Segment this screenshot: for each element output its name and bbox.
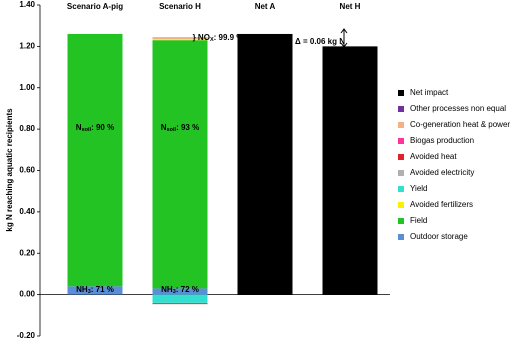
bar-segment xyxy=(152,39,208,41)
annotation-sub: X xyxy=(210,37,214,43)
annotation: Nsoil: 90 % xyxy=(76,123,114,133)
legend-marker xyxy=(398,218,404,224)
legend-marker xyxy=(398,170,404,176)
legend-label: Co-generation heat & power xyxy=(410,120,510,129)
annotation-main: N xyxy=(161,123,167,132)
y-tick-label: 1.40 xyxy=(19,0,35,9)
y-tick-label: 1.00 xyxy=(19,83,35,92)
y-tick-label: 0.00 xyxy=(19,290,35,299)
annotation-rest: : 72 % xyxy=(176,285,199,294)
legend-label: Net impact xyxy=(410,88,449,97)
annotation-main: Δ = 0.06 kg N xyxy=(295,37,345,46)
bar-segment xyxy=(237,33,293,295)
legend-marker xyxy=(398,234,404,240)
annotation-main: } NO xyxy=(193,33,210,42)
legend-marker xyxy=(398,122,404,128)
annotation: NH3: 71 % xyxy=(76,285,114,295)
bar-segment xyxy=(67,33,123,287)
legend-marker xyxy=(398,106,404,112)
bar-segment xyxy=(322,46,378,295)
y-axis-label: kg N reaching aquatic recipients xyxy=(5,108,14,232)
y-tick-label: 1.20 xyxy=(19,41,35,50)
legend-label: Field xyxy=(410,216,427,225)
annotation: NH3: 72 % xyxy=(161,285,199,295)
legend-label: Outdoor storage xyxy=(410,232,468,241)
y-tick-label: 0.40 xyxy=(19,207,35,216)
legend-label: Yield xyxy=(410,184,428,193)
y-tick-label: -0.20 xyxy=(17,331,36,340)
bar-segment xyxy=(152,37,208,40)
annotation-sub: 3 xyxy=(88,289,91,295)
annotation-rest: : 93 % xyxy=(176,123,199,132)
annotation: Δ = 0.06 kg N xyxy=(295,37,345,46)
bar-segment xyxy=(152,294,208,303)
bar-segment xyxy=(152,302,208,304)
annotation-main: N xyxy=(76,123,82,132)
annotation-rest: : 90 % xyxy=(91,123,114,132)
legend-label: Biogas production xyxy=(410,136,474,145)
annotation-main: NH xyxy=(161,285,173,294)
y-tick-label: 0.80 xyxy=(19,124,35,133)
bar-segment xyxy=(67,286,123,295)
annotation-sub: soil xyxy=(167,127,177,133)
legend-marker xyxy=(398,154,404,160)
annotation: Nsoil: 93 % xyxy=(161,123,199,133)
annotation-rest: : 71 % xyxy=(91,285,114,294)
annotation-sub: soil xyxy=(82,127,92,133)
annotation: } NOX: 99.9 % xyxy=(193,33,244,43)
category-label: Net A xyxy=(255,2,276,11)
bar-segment xyxy=(152,288,208,295)
legend-marker xyxy=(398,202,404,208)
category-label: Net H xyxy=(340,2,361,11)
bar-segment xyxy=(152,303,208,305)
y-tick-label: 0.20 xyxy=(19,248,35,257)
category-label: Scenario A-pig xyxy=(67,2,123,11)
annotation-sub: 3 xyxy=(173,289,176,295)
legend-marker xyxy=(398,138,404,144)
legend-label: Avoided electricity xyxy=(410,168,474,177)
y-tick-label: 0.60 xyxy=(19,166,35,175)
category-label: Scenario H xyxy=(159,2,201,11)
legend-label: Avoided fertilizers xyxy=(410,200,473,209)
legend-label: Avoided heat xyxy=(410,152,457,161)
legend-marker xyxy=(398,90,404,96)
bar-segment xyxy=(152,40,208,289)
annotation-main: NH xyxy=(76,285,88,294)
legend-marker xyxy=(398,186,404,192)
annotation-rest: : 99.9 % xyxy=(214,33,244,42)
legend-label: Other processes non equal xyxy=(410,104,506,113)
